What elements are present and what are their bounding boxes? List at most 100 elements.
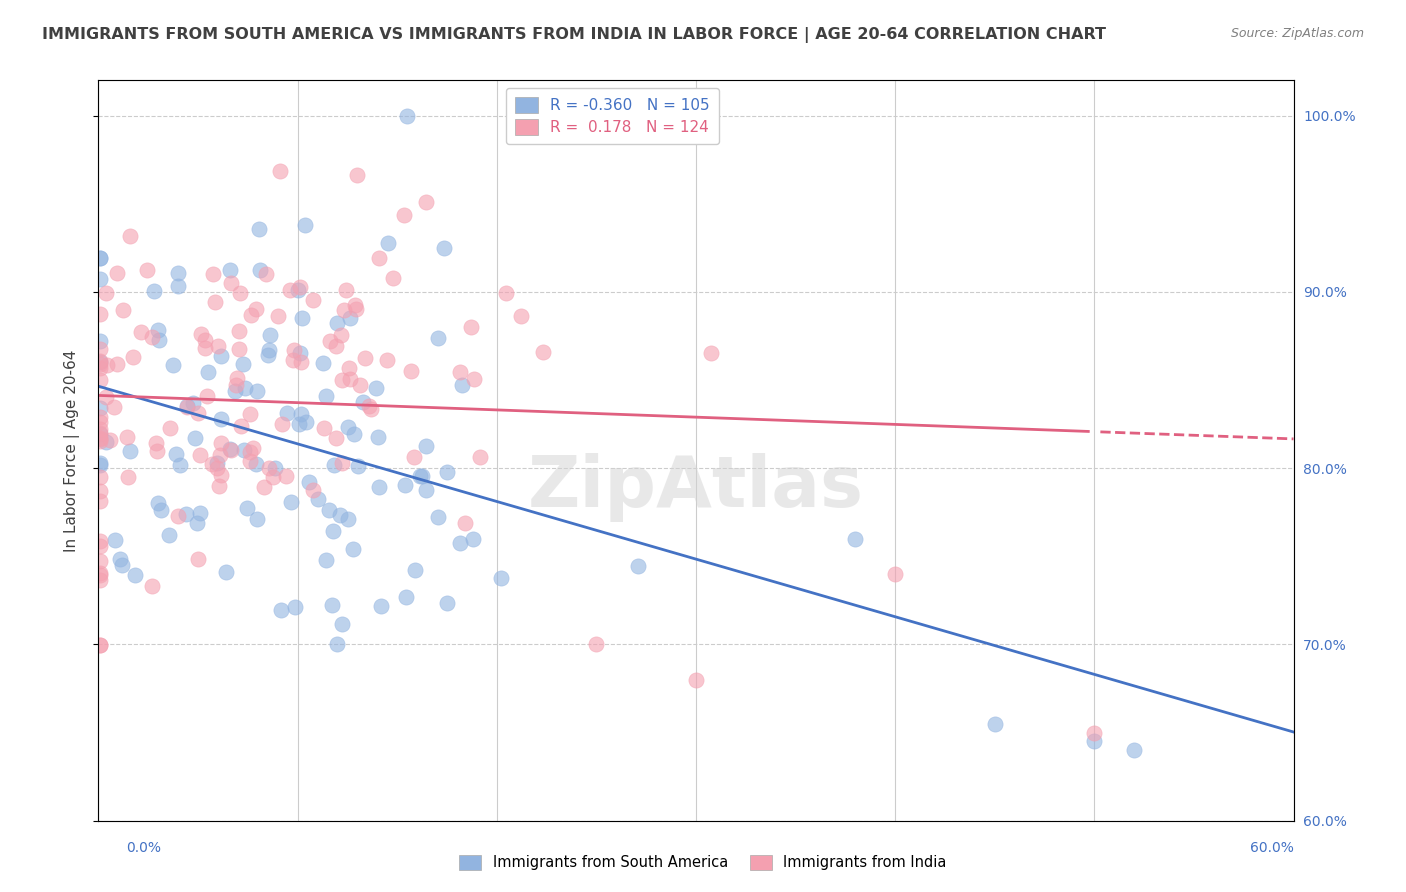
Point bbox=[491, 571, 513, 585]
Point bbox=[433, 241, 456, 255]
Point bbox=[207, 338, 229, 352]
Point bbox=[246, 384, 269, 398]
Point bbox=[219, 442, 242, 457]
Point bbox=[262, 470, 284, 484]
Point bbox=[404, 563, 426, 577]
Point bbox=[89, 357, 111, 371]
Point bbox=[326, 316, 349, 330]
Point bbox=[218, 263, 240, 277]
Point bbox=[94, 435, 117, 450]
Point bbox=[411, 469, 433, 483]
Point bbox=[276, 469, 298, 483]
Point bbox=[242, 442, 264, 456]
Point bbox=[148, 333, 170, 347]
Point bbox=[89, 252, 111, 266]
Point bbox=[89, 568, 111, 582]
Point bbox=[394, 477, 416, 491]
Point bbox=[396, 109, 419, 123]
Point bbox=[321, 598, 343, 612]
Point bbox=[190, 506, 212, 520]
Point bbox=[89, 401, 111, 416]
Point bbox=[685, 673, 707, 687]
Point bbox=[368, 480, 391, 494]
Point bbox=[89, 272, 111, 286]
Point bbox=[450, 377, 472, 392]
Point bbox=[239, 454, 262, 468]
Text: 60.0%: 60.0% bbox=[1250, 841, 1294, 855]
Point bbox=[436, 465, 458, 479]
Point bbox=[136, 263, 159, 277]
Point bbox=[117, 470, 139, 484]
Text: 0.0%: 0.0% bbox=[127, 841, 162, 855]
Point bbox=[89, 415, 111, 429]
Point bbox=[165, 447, 187, 461]
Point bbox=[342, 542, 364, 557]
Point bbox=[201, 457, 224, 471]
Point bbox=[297, 475, 319, 490]
Point bbox=[89, 307, 111, 321]
Point bbox=[344, 302, 367, 317]
Point bbox=[315, 389, 337, 403]
Point bbox=[209, 412, 232, 426]
Point bbox=[287, 284, 309, 298]
Point bbox=[1083, 725, 1105, 739]
Point bbox=[94, 285, 117, 300]
Point bbox=[190, 327, 212, 342]
Point bbox=[343, 298, 366, 312]
Point bbox=[495, 285, 517, 300]
Point bbox=[129, 325, 152, 339]
Point bbox=[228, 324, 250, 338]
Point bbox=[141, 330, 163, 344]
Legend: Immigrants from South America, Immigrants from India: Immigrants from South America, Immigrant… bbox=[453, 848, 953, 876]
Point bbox=[194, 333, 217, 347]
Point bbox=[89, 456, 111, 470]
Point bbox=[181, 396, 204, 410]
Point bbox=[377, 236, 399, 251]
Point bbox=[249, 263, 271, 277]
Point bbox=[89, 434, 111, 448]
Point bbox=[302, 483, 325, 497]
Point bbox=[108, 551, 131, 566]
Point bbox=[335, 283, 357, 297]
Point bbox=[121, 351, 143, 365]
Point bbox=[307, 492, 329, 507]
Point bbox=[290, 355, 312, 369]
Text: Source: ZipAtlas.com: Source: ZipAtlas.com bbox=[1230, 27, 1364, 40]
Point bbox=[89, 458, 111, 472]
Point bbox=[245, 302, 267, 317]
Point bbox=[460, 320, 482, 334]
Point bbox=[188, 448, 211, 462]
Point bbox=[205, 456, 228, 470]
Point bbox=[352, 394, 374, 409]
Point bbox=[276, 406, 298, 420]
Point bbox=[148, 496, 170, 510]
Point bbox=[288, 417, 311, 432]
Point bbox=[89, 534, 111, 549]
Point bbox=[105, 266, 128, 280]
Point bbox=[322, 458, 344, 472]
Point bbox=[89, 353, 111, 368]
Point bbox=[187, 406, 209, 420]
Point bbox=[415, 439, 437, 453]
Point bbox=[145, 436, 167, 450]
Point bbox=[415, 483, 437, 498]
Point bbox=[449, 536, 471, 550]
Point bbox=[146, 323, 169, 337]
Point bbox=[283, 353, 305, 368]
Point bbox=[263, 461, 285, 475]
Point bbox=[110, 558, 132, 572]
Point bbox=[454, 516, 477, 531]
Point bbox=[104, 533, 127, 547]
Point bbox=[176, 399, 198, 413]
Point bbox=[159, 421, 181, 435]
Point bbox=[294, 218, 316, 232]
Point bbox=[204, 294, 226, 309]
Point bbox=[184, 431, 207, 445]
Point bbox=[427, 510, 450, 524]
Point bbox=[367, 430, 389, 444]
Legend: R = -0.360   N = 105, R =  0.178   N = 124: R = -0.360 N = 105, R = 0.178 N = 124 bbox=[506, 88, 718, 145]
Point bbox=[301, 293, 323, 308]
Point bbox=[463, 372, 485, 386]
Point bbox=[159, 528, 181, 542]
Point bbox=[115, 429, 138, 443]
